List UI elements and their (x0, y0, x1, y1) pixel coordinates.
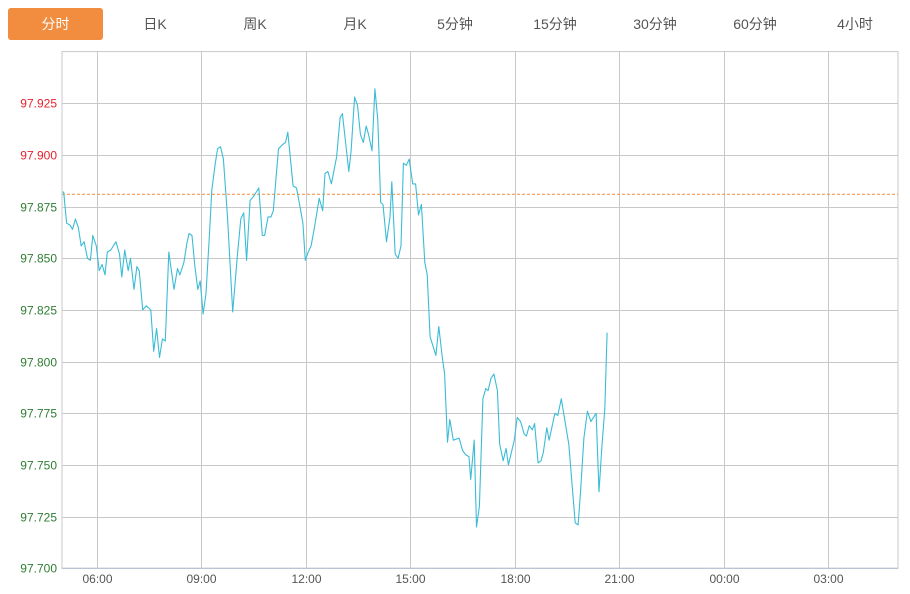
x-tick-label: 15:00 (395, 572, 425, 586)
tab-daily-k[interactable]: 日K (143, 16, 167, 32)
x-tick-label: 12:00 (291, 572, 321, 586)
y-tick-label: 97.800 (20, 356, 57, 370)
price-line (62, 88, 608, 528)
y-tick-label: 97.750 (20, 459, 57, 473)
y-tick-label: 97.725 (20, 511, 57, 525)
tab-60min[interactable]: 60分钟 (733, 16, 777, 32)
period-tabs: 分时 日K 周K 月K 5分钟 15分钟 30分钟 60分钟 4小时 (5, 8, 905, 40)
y-tick-label: 97.850 (20, 252, 57, 266)
tab-monthly-k[interactable]: 月K (343, 16, 367, 32)
y-tick-label: 97.700 (20, 562, 57, 576)
x-tick-label: 21:00 (604, 572, 634, 586)
tab-15min[interactable]: 15分钟 (533, 16, 577, 32)
y-tick-label: 97.875 (20, 201, 57, 215)
tab-30min[interactable]: 30分钟 (633, 16, 677, 32)
x-tick-label: 06:00 (82, 572, 112, 586)
y-tick-label: 97.775 (20, 407, 57, 421)
tab-intraday[interactable]: 分时 (8, 8, 103, 40)
tab-5min[interactable]: 5分钟 (437, 16, 473, 32)
x-tick-label: 18:00 (500, 572, 530, 586)
tab-4hour[interactable]: 4小时 (837, 16, 873, 32)
x-tick-label: 03:00 (813, 572, 843, 586)
tab-weekly-k[interactable]: 周K (243, 16, 267, 32)
y-tick-label: 97.825 (20, 304, 57, 318)
x-tick-label: 00:00 (709, 572, 739, 586)
y-tick-label: 97.925 (20, 97, 57, 111)
y-tick-label: 97.900 (20, 149, 57, 163)
x-tick-label: 09:00 (186, 572, 216, 586)
